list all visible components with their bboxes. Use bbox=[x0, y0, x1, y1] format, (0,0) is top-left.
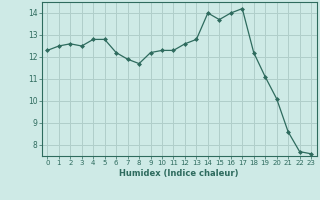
X-axis label: Humidex (Indice chaleur): Humidex (Indice chaleur) bbox=[119, 169, 239, 178]
